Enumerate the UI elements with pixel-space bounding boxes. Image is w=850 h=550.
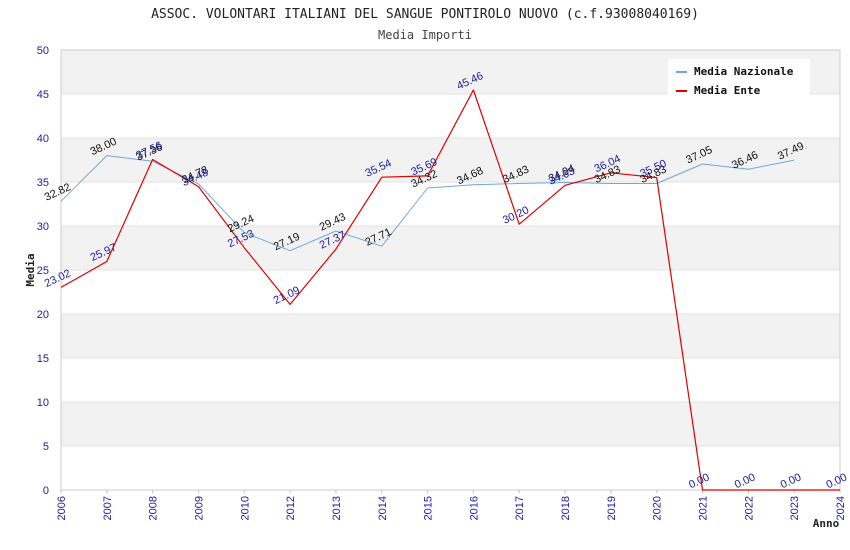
- x-tick-label: 2008: [148, 496, 160, 520]
- plot-band: [61, 182, 840, 226]
- x-tick-label: 2020: [652, 496, 664, 520]
- legend-label-media-ente: Media Ente: [694, 84, 761, 97]
- y-axis-ticks: 0 5 10 15 20 25 30 35 40 45 50: [37, 45, 49, 497]
- plot-band: [61, 138, 840, 182]
- x-tick-label: 2014: [377, 496, 389, 520]
- plot-bands: [61, 50, 840, 490]
- x-tick-label: 2015: [423, 496, 435, 520]
- x-tick-label: 2009: [193, 496, 205, 520]
- x-tick-label: 2019: [606, 496, 618, 520]
- plot-band: [61, 270, 840, 314]
- plot-band: [61, 226, 840, 270]
- legend: Media Nazionale Media Ente: [668, 59, 810, 101]
- series-lines: [60, 89, 840, 491]
- y-tick-label: 15: [37, 353, 49, 365]
- chart-title: ASSOC. VOLONTARI ITALIANI DEL SANGUE PON…: [151, 7, 699, 22]
- plot-band: [61, 358, 840, 402]
- x-tick-label: 2006: [56, 496, 68, 520]
- y-tick-label: 40: [37, 133, 49, 145]
- x-tick-label: 2016: [468, 496, 480, 520]
- x-tick-label: 2013: [331, 496, 343, 520]
- series-line-media-ente: [60, 89, 840, 491]
- plot-area-border: [60, 49, 841, 491]
- chart-subtitle: Media Importi: [378, 28, 472, 42]
- y-tick-label: 5: [43, 441, 49, 453]
- plot-band: [61, 94, 840, 138]
- x-tick-label: 2007: [102, 496, 114, 520]
- x-tick-label: 2024: [835, 496, 847, 520]
- legend-label-media-nazionale: Media Nazionale: [694, 65, 794, 78]
- x-tick-label: 2018: [560, 496, 572, 520]
- legend-box: [668, 59, 810, 101]
- series-line-media-nazionale: [60, 155, 795, 252]
- y-tick-label: 0: [43, 485, 49, 497]
- x-tick-label: 2017: [514, 496, 526, 520]
- x-tick-label: 2010: [239, 496, 251, 520]
- x-tick-label: 2012: [285, 496, 297, 520]
- x-tick-label: 2022: [743, 496, 755, 520]
- y-tick-label: 20: [37, 309, 49, 321]
- y-tick-label: 25: [37, 265, 49, 277]
- y-tick-label: 35: [37, 177, 49, 189]
- plot-band: [61, 446, 840, 490]
- y-tick-label: 30: [37, 221, 49, 233]
- x-tick-label: 2023: [789, 496, 801, 520]
- x-axis-label: Anno: [813, 517, 840, 530]
- plot-band: [61, 402, 840, 446]
- plot-band: [61, 314, 840, 358]
- y-tick-label: 10: [37, 397, 49, 409]
- y-axis-label: Media: [24, 253, 37, 286]
- y-tick-label: 50: [37, 45, 49, 57]
- x-axis-ticks: 2006 2007 2008 2009 2010 2012 2013 2014 2015 2016…: [56, 490, 847, 520]
- y-tick-label: 45: [37, 89, 49, 101]
- x-tick-label: 2021: [698, 496, 710, 520]
